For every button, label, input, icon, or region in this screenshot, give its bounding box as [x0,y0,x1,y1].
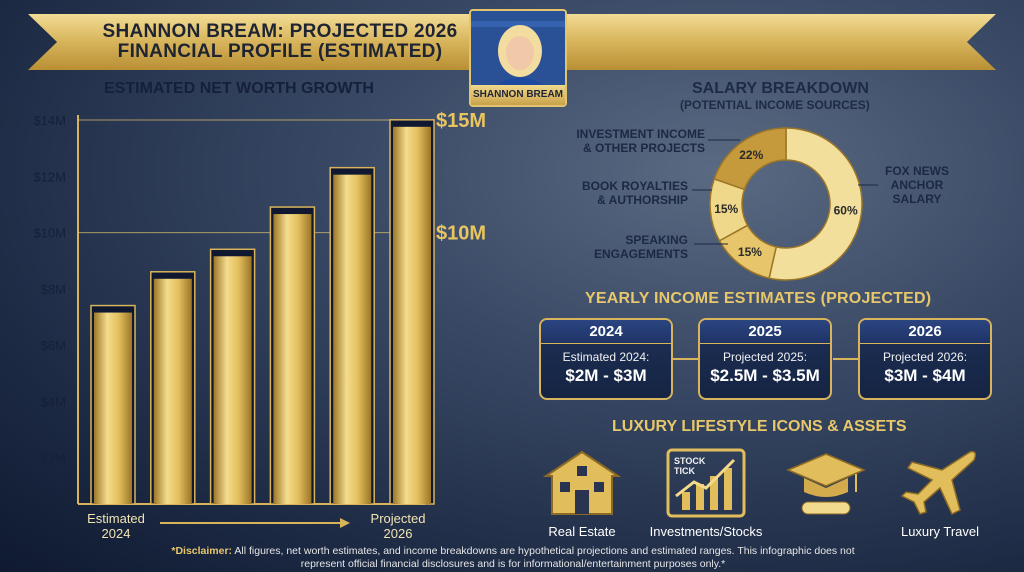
card-label: Projected 2025: [722,350,808,364]
x-end-label: 2026 [384,526,413,540]
card-value: $2M - $3M [565,366,647,385]
stock-icon-text: STOCK [674,456,706,466]
house-icon [542,450,622,515]
page-title: SHANNON BREAM: PROJECTED 2026 FINANCIAL … [102,21,458,62]
luxury-label: Real Estate [548,524,616,539]
stock-icon-text: TICK [674,466,695,476]
slice-label-speaking: SPEAKING ENGAGEMENTS [593,233,688,261]
portrait-photo: SHANNON BREAM [469,9,567,107]
card-year: 2025 [700,320,830,344]
airplane-icon [900,450,977,516]
income-card-2026: 2026 Projected 2026: $3M - $4M [858,318,992,400]
income-card-2025: 2025 Projected 2025: $2.5M - $3.5M [698,318,832,400]
luxury-title: LUXURY LIFESTYLE ICONS & ASSETS [612,418,907,435]
y-tick-label: $2M [41,451,66,466]
y-tick-label: $6M [41,338,66,353]
bar [333,174,372,504]
yearly-income-title: YEARLY INCOME ESTIMATES (PROJECTED) [585,290,932,307]
income-card-2024: 2024 Estimated 2024: $2M - $3M [539,318,673,400]
card-year: 2026 [860,320,990,344]
graduation-cap-icon [786,453,866,515]
card-value: $2.5M - $3.5M [710,366,820,385]
x-start-label: 2024 [102,526,131,540]
slice-label-investment: INVESTMENT INCOME & OTHER PROJECTS [576,127,705,155]
slice-value-label: 22% [739,148,763,162]
bar [273,214,312,505]
y-tick-label: $10M [33,226,66,241]
donut-slice [768,127,863,281]
x-start-label: Estimated [87,511,145,526]
slice-value-label: 15% [714,202,738,216]
bar [94,312,132,504]
card-label: Estimated 2024: [562,350,650,364]
card-value: $3M - $4M [884,366,966,385]
callout-label: $15M [436,110,486,132]
bar [393,126,431,505]
card-label: Projected 2026: [882,350,968,364]
x-end-label: Projected [371,511,426,526]
disclaimer-prefix: *Disclaimer: [171,545,233,557]
bar [153,278,192,504]
disclaimer: *Disclaimer: All figures, net worth esti… [168,545,858,571]
luxury-label: Luxury Travel [900,524,980,539]
bar [213,256,252,504]
card-year: 2024 [541,320,671,344]
stock-chart-icon: STOCK TICK [666,448,746,518]
salary-subtitle: (POTENTIAL INCOME SOURCES) [680,98,870,112]
y-tick-label: $12M [33,169,66,184]
y-tick-label: $4M [41,394,66,409]
x-arrow-head [340,518,350,528]
salary-title: SALARY BREAKDOWN [692,80,869,97]
net-worth-title: ESTIMATED NET WORTH GROWTH [104,80,374,97]
donut-slice [713,127,787,191]
luxury-label: Investments/Stocks [649,524,763,539]
slice-label-fox: FOX NEWS ANCHOR SALARY [884,164,949,206]
y-tick-label: $8M [41,282,66,297]
slice-value-label: 60% [834,204,858,218]
card-connector [673,358,699,360]
photo-caption: SHANNON BREAM [471,85,565,105]
portrait-image [471,11,565,89]
card-connector [833,358,859,360]
y-tick-label: $14M [33,113,66,128]
slice-value-label: 15% [738,245,762,259]
slice-label-book: BOOK ROYALTIES & AUTHORSHIP [581,179,688,207]
salary-donut-chart: 60% 15% 15% 22% [709,127,863,281]
disclaimer-text: All figures, net worth estimates, and in… [234,545,855,570]
net-worth-chart: $2M $4M $6M $8M $10M $12M $14M $15M $10M Estimate… [33,110,486,540]
callout-label: $10M [436,223,486,245]
